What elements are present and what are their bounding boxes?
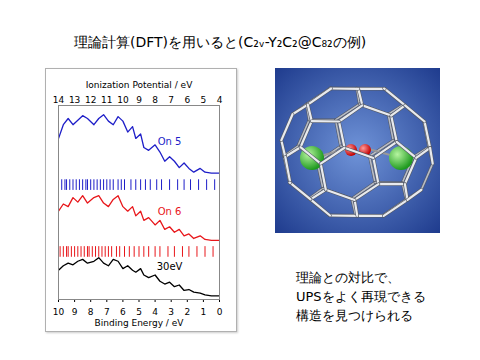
svg-text:5: 5 <box>136 307 142 317</box>
svg-text:6: 6 <box>120 307 126 317</box>
svg-text:Binding Energy / eV: Binding Energy / eV <box>95 318 185 328</box>
svg-text:9: 9 <box>72 307 78 317</box>
svg-text:13: 13 <box>69 95 80 105</box>
svg-text:4: 4 <box>152 307 158 317</box>
svg-text:11: 11 <box>101 95 112 105</box>
svg-text:8: 8 <box>152 95 158 105</box>
svg-text:8: 8 <box>88 307 94 317</box>
svg-text:On 5: On 5 <box>158 136 182 147</box>
svg-text:2: 2 <box>184 307 190 317</box>
html-text:理論計算(DFT)を用いると(C₂ᵥ-Y₂C₂@C₈₂の例): 理論計算(DFT)を用いると(C₂ᵥ-Y₂C₂@C₈₂の例) <box>74 34 367 50</box>
html-text:構造を見つけられる: 構造を見つけられる <box>296 308 413 323</box>
svg-text:4: 4 <box>217 95 223 105</box>
svg-text:7: 7 <box>104 307 110 317</box>
svg-text:7: 7 <box>168 95 174 105</box>
svg-text:On 6: On 6 <box>158 206 182 217</box>
svg-text:Ionization Potential / eV: Ionization Potential / eV <box>86 80 193 90</box>
svg-text:0: 0 <box>217 307 223 317</box>
svg-text:9: 9 <box>136 95 142 105</box>
svg-text:14: 14 <box>53 95 65 105</box>
svg-text:30eV: 30eV <box>157 261 183 272</box>
svg-text:10: 10 <box>53 307 65 317</box>
svg-text:5: 5 <box>201 95 207 105</box>
svg-text:10: 10 <box>117 95 129 105</box>
svg-text:3: 3 <box>168 307 174 317</box>
svg-text:12: 12 <box>85 95 96 105</box>
svg-text:1: 1 <box>201 307 207 317</box>
html-text:UPSをよく再現できる: UPSをよく再現できる <box>296 289 426 304</box>
svg-text:6: 6 <box>184 95 190 105</box>
html-text:理論との対比で、: 理論との対比で、 <box>296 270 400 285</box>
